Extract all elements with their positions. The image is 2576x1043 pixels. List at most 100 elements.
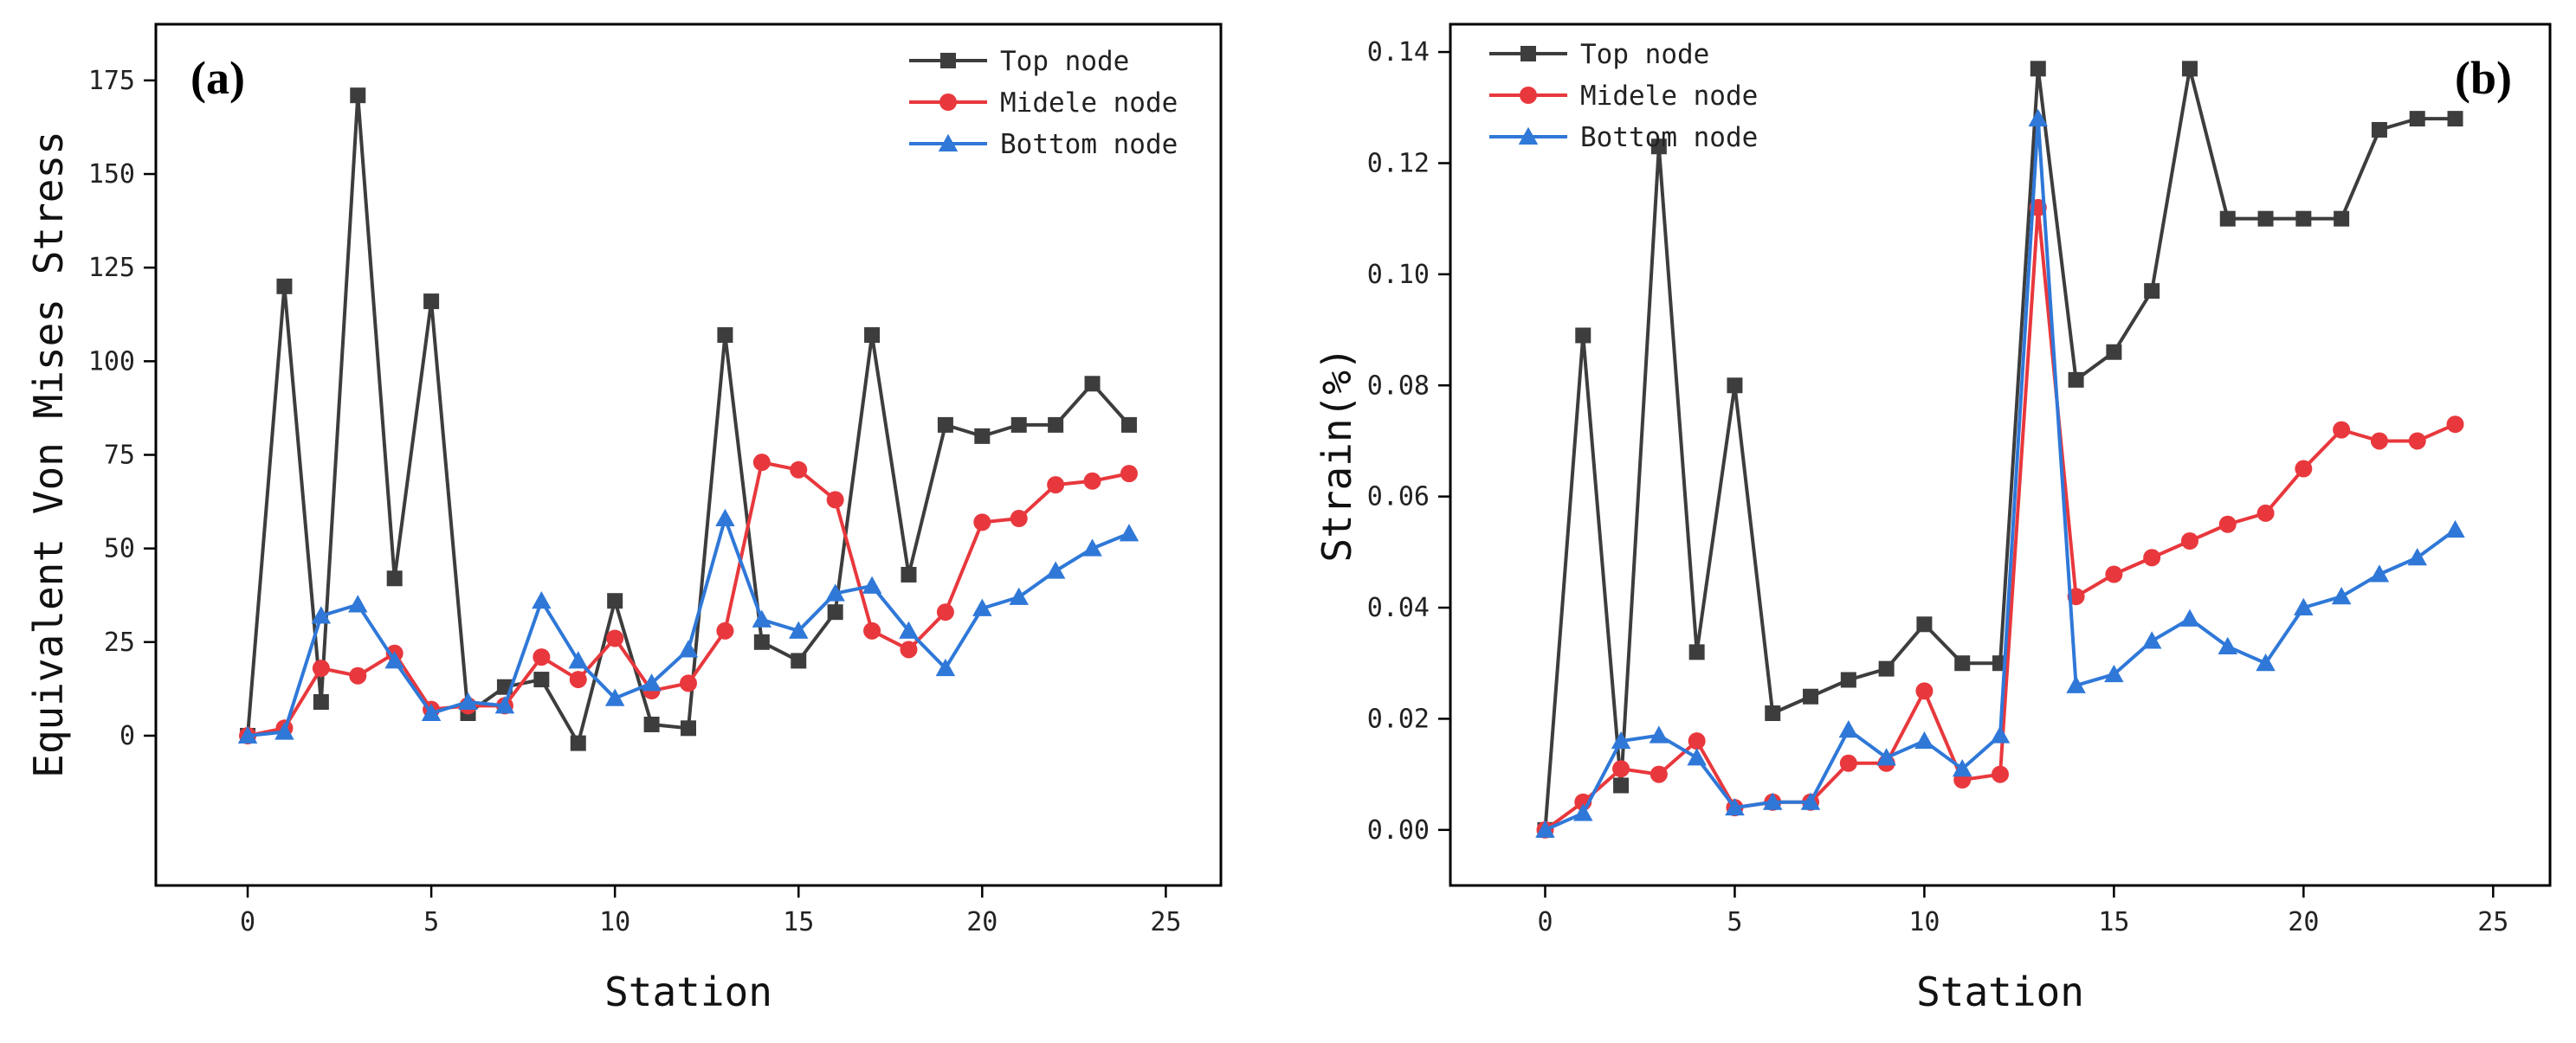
panel-a-middle-point bbox=[1010, 510, 1028, 528]
panel-b-bottom-point bbox=[2445, 519, 2465, 538]
panel-a-bottom-point bbox=[311, 606, 332, 624]
panel-b-top-point bbox=[2219, 210, 2236, 227]
panel-b-top-point bbox=[1916, 616, 1933, 633]
panel-a-label: (a) bbox=[190, 52, 245, 104]
panel-b-top-point bbox=[2371, 121, 2387, 138]
panel-b-bottom-point bbox=[2028, 108, 2049, 127]
panel-a-top-point bbox=[1010, 416, 1027, 433]
panel-b-legend-marker-bottom bbox=[1518, 126, 1539, 145]
panel-b-middle-point bbox=[1992, 765, 2009, 783]
panel-b-top-point bbox=[1954, 655, 1971, 672]
panel-b-bottom-point bbox=[2104, 664, 2124, 683]
panel-b-y-tick-label: 0.00 bbox=[1367, 815, 1430, 846]
panel-a-middle-point bbox=[826, 491, 844, 509]
panel-a-bottom-point bbox=[935, 658, 956, 677]
panel-a-bottom-point bbox=[458, 692, 478, 711]
panel-b-top-point bbox=[2334, 210, 2350, 227]
panel-a-bottom-point bbox=[752, 609, 772, 628]
panel-b-y-tick-label: 0.08 bbox=[1367, 370, 1430, 401]
panel-b-bottom-point bbox=[1762, 792, 1783, 810]
panel-b-top-point bbox=[1878, 660, 1895, 677]
panel-b-series bbox=[1535, 61, 2465, 839]
panel-a-bottom-point bbox=[1082, 538, 1102, 557]
panel-b-top-point bbox=[1688, 644, 1705, 660]
panel-a-legend-label-top: Top node bbox=[1000, 46, 1129, 77]
panel-b-top-point bbox=[1650, 138, 1667, 155]
panel-b-bottom-point bbox=[1687, 748, 1707, 766]
panel-b-top-point bbox=[2295, 210, 2312, 227]
panel-a-top-point bbox=[753, 634, 770, 650]
panel-b-middle-point bbox=[2143, 549, 2161, 567]
panel-b-bottom-point bbox=[2407, 548, 2427, 566]
panel-a-middle-point bbox=[1047, 476, 1065, 494]
panel-b-x-tick-label: 0 bbox=[1537, 907, 1553, 937]
panel-a-bottom-point bbox=[1009, 587, 1029, 605]
panel-a-legend-item-top: Top node bbox=[909, 46, 1129, 77]
panel-b-top-point bbox=[2447, 111, 2463, 127]
panel-a-top-point bbox=[643, 716, 660, 732]
panel-a-y-tick-label: 150 bbox=[88, 159, 135, 190]
panel-a-bottom-point bbox=[237, 725, 258, 744]
panel-b-y-tick-label: 0.02 bbox=[1367, 704, 1430, 734]
panel-b-middle-point bbox=[1915, 682, 1934, 700]
panel-a-middle-point bbox=[936, 603, 954, 621]
panel-b-legend-label-middle: Midele node bbox=[1580, 80, 1758, 112]
panel-b-legend-label-top: Top node bbox=[1580, 39, 1709, 70]
panel-a-bottom-point bbox=[678, 640, 699, 658]
panel-b-middle-point bbox=[2180, 532, 2198, 550]
panel-b-bottom-point bbox=[1573, 803, 1593, 821]
panel-a-middle-line bbox=[247, 460, 1130, 737]
panel-b-top-point bbox=[2409, 111, 2425, 127]
panel-b-frame bbox=[1449, 23, 2552, 887]
panel-a-top-point bbox=[1084, 376, 1101, 392]
panel-a-middle-point bbox=[716, 621, 734, 640]
panel-b-bottom-point bbox=[1838, 720, 1859, 738]
panel-a-middle-point bbox=[312, 660, 330, 678]
panel-a-middle-point bbox=[863, 621, 881, 640]
panel-a-top-point bbox=[901, 566, 917, 583]
panel-b-top-point bbox=[2030, 61, 2046, 77]
panel-a-bottom-point bbox=[494, 696, 515, 714]
panel-b-bottom-point bbox=[2294, 597, 2314, 616]
panel-b-legend: Top node Midele node Bottom node bbox=[1489, 39, 1758, 153]
panel-b-bottom-point bbox=[2218, 636, 2238, 654]
panel-b-bottom-point bbox=[1649, 725, 1669, 744]
panel-a-x-tick-label: 25 bbox=[1150, 907, 1181, 937]
panel-b-y-tick-label: 0.04 bbox=[1367, 593, 1430, 623]
panel-a-top-point bbox=[717, 327, 733, 344]
panel-b-legend-marker-middle bbox=[1520, 87, 1537, 104]
panel-a-middle-point bbox=[349, 666, 367, 685]
panel-b-bottom-point bbox=[1876, 748, 1896, 766]
panel-b-middle-point bbox=[1612, 760, 1630, 778]
panel-a-series-bottom bbox=[237, 508, 1140, 744]
panel-a-middle-point bbox=[790, 460, 808, 479]
panel-b-bottom-point bbox=[2331, 586, 2352, 605]
panel-a-bottom-point bbox=[715, 508, 735, 527]
panel-b-x-tick-label: 25 bbox=[2477, 907, 2508, 937]
panel-a-top-point bbox=[827, 604, 843, 621]
panel-b-top-point bbox=[2068, 371, 2084, 388]
panel-b-legend-marker-top bbox=[1520, 46, 1536, 61]
panel-b-y-axis-title: Strain(%) bbox=[1314, 346, 1360, 562]
panel-b-y-tick-label: 0.10 bbox=[1367, 260, 1430, 290]
panel-b-middle-point bbox=[2333, 421, 2351, 439]
panel-a-legend-marker-bottom bbox=[938, 133, 959, 151]
panel-b-middle-point bbox=[1839, 754, 1857, 772]
panel-a-top-point bbox=[276, 278, 293, 294]
panel-a-bottom-point bbox=[384, 651, 404, 669]
panel-a-bottom-point bbox=[1045, 561, 1066, 579]
panel-a-legend-marker-top bbox=[940, 53, 956, 68]
panel-a-bottom-line bbox=[247, 517, 1130, 737]
panel-b-top-point bbox=[2181, 61, 2198, 77]
panel-b-x-tick-label: 10 bbox=[1908, 907, 1940, 937]
panel-a-y-axis-title: Equivalent Von Mises Stress bbox=[25, 131, 72, 778]
panel-a-y-tick-label: 75 bbox=[104, 441, 135, 471]
panel-b-bottom-point bbox=[1990, 725, 2011, 744]
panel-a-legend-item-bottom: Bottom node bbox=[909, 129, 1178, 160]
panel-a-top-point bbox=[607, 593, 623, 609]
panel-a-y-tick-label: 100 bbox=[88, 346, 135, 377]
panel-a-legend: Top node Midele node Bottom node bbox=[909, 46, 1178, 160]
panel-b-strain-chart: 0 5 10 15 20 25 0.00 0.02 0.04 0.06 0.08 0.10 0.12 0.… bbox=[1314, 23, 2552, 1015]
panel-a-top-point bbox=[681, 720, 696, 737]
